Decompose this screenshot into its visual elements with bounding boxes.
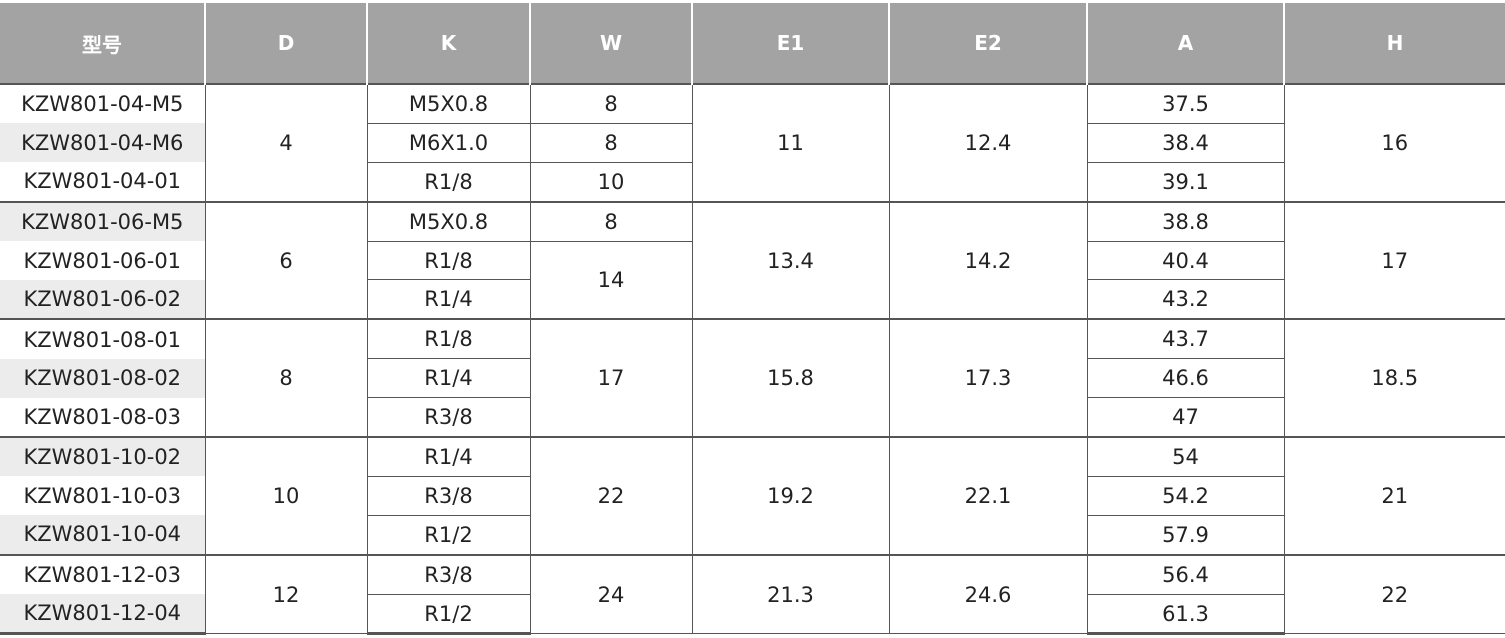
k-cell: R1/4: [366, 358, 531, 399]
h-cell: 22: [1283, 553, 1505, 635]
k-cell: R1/8: [366, 318, 531, 360]
a-cell: 39.1: [1086, 161, 1284, 203]
table-row: KZW801-04-M6 M6X1.0 8 38.4: [0, 122, 1505, 163]
model-cell: KZW801-08-03: [0, 397, 206, 438]
a-cell: 38.4: [1086, 122, 1284, 163]
header-cell: E1: [691, 3, 889, 84]
a-cell: 37.5: [1086, 82, 1285, 124]
w-cell: 8: [529, 82, 693, 124]
k-cell: R1/8: [366, 161, 531, 203]
model-cell: KZW801-10-02: [0, 436, 206, 477]
h-cell: 21: [1283, 436, 1505, 556]
table-body: KZW801-04-M5 4 M5X0.8 8 11 12.4 37.5 16 KZW801-0…: [0, 82, 1505, 636]
model-cell: KZW801-10-03: [0, 476, 206, 516]
d-cell: 12: [204, 553, 368, 635]
model-cell: KZW801-12-04: [0, 594, 206, 636]
table-row: KZW801-06-02 R1/4 43.2: [0, 279, 1505, 320]
a-cell: 43.2: [1086, 279, 1284, 320]
table-row: KZW801-10-02 10 R1/4 22 19.2 22.1 54 21: [0, 436, 1505, 556]
a-cell: 56.4: [1086, 553, 1285, 595]
w-cell: 8: [529, 200, 693, 242]
a-cell: 40.4: [1086, 240, 1284, 281]
model-cell: KZW801-04-M6: [0, 123, 206, 163]
w-cell: 8: [529, 122, 693, 163]
table-row: KZW801-04-M5 4 M5X0.8 8 11 12.4 37.5 16: [0, 82, 1505, 203]
header-cell: 型号: [0, 3, 205, 84]
e1-cell: 19.2: [691, 436, 890, 556]
k-cell: M6X1.0: [366, 122, 531, 163]
e2-cell: 22.1: [888, 436, 1088, 556]
d-cell: 10: [204, 436, 368, 556]
d-cell: 8: [204, 318, 368, 438]
k-cell: R3/8: [366, 475, 531, 516]
header-cell: K: [366, 3, 530, 84]
table-row: KZW801-06-01 R1/8 14 40.4: [0, 240, 1505, 320]
k-cell: M5X0.8: [366, 200, 531, 242]
table-row: KZW801-04-01 R1/8 10 39.1: [0, 161, 1505, 203]
k-cell: R1/2: [366, 514, 531, 556]
w-cell: 24: [529, 553, 693, 635]
h-cell: 16: [1283, 83, 1505, 203]
model-cell: KZW801-04-M5: [0, 82, 206, 124]
table-row: KZW801-10-04 R1/2 57.9: [0, 514, 1505, 556]
a-cell: 47: [1086, 397, 1284, 438]
table-row: KZW801-06-M5 6 M5X0.8 8 13.4 14.2 38.8 17: [0, 200, 1505, 320]
header-row: 型号 D K W E1 E2 A H: [0, 3, 1505, 84]
k-cell: R1/4: [366, 436, 531, 477]
table-row: KZW801-12-03 12 R3/8 24 21.3 24.6 56.4 22: [0, 553, 1505, 635]
k-cell: R3/8: [366, 553, 531, 595]
e2-cell: 17.3: [888, 318, 1088, 438]
a-cell: 57.9: [1086, 514, 1284, 556]
k-cell: R1/2: [366, 593, 531, 636]
header-cell: W: [529, 3, 692, 84]
table-row: KZW801-12-04 R1/2 61.3: [0, 593, 1505, 636]
w-cell: 22: [529, 436, 693, 556]
e1-cell: 11: [691, 83, 890, 203]
header-cell: D: [204, 3, 367, 84]
a-cell: 54.2: [1086, 475, 1284, 516]
header-cell: A: [1086, 3, 1284, 84]
k-cell: R3/8: [366, 397, 531, 438]
header-cell: E2: [888, 3, 1087, 84]
h-cell: 18.5: [1283, 318, 1505, 438]
e1-cell: 15.8: [691, 318, 890, 438]
k-cell: M5X0.8: [366, 82, 531, 124]
k-cell: R1/4: [366, 279, 531, 320]
e2-cell: 14.2: [888, 200, 1088, 320]
model-cell: KZW801-10-04: [0, 515, 206, 555]
table-row: KZW801-08-03 R3/8 47: [0, 397, 1505, 438]
model-cell: KZW801-06-M5: [0, 200, 206, 242]
e2-cell: 24.6: [888, 553, 1088, 635]
w-cell: 14: [529, 240, 693, 320]
e2-cell: 12.4: [888, 83, 1088, 203]
k-cell: R1/8: [366, 240, 531, 281]
model-cell: KZW801-06-01: [0, 241, 206, 280]
a-cell: 46.6: [1086, 358, 1284, 399]
table-row: KZW801-10-03 R3/8 54.2: [0, 475, 1505, 516]
h-cell: 17: [1283, 200, 1505, 320]
spec-table: 型号 D K W E1 E2 A H KZW801-04-M5 4 M5X0.8 8 11 12.4 37…: [0, 3, 1505, 636]
e1-cell: 13.4: [691, 200, 890, 320]
a-cell: 54: [1086, 436, 1285, 477]
a-cell: 43.7: [1086, 318, 1285, 360]
model-cell: KZW801-08-01: [0, 318, 206, 359]
model-cell: KZW801-08-02: [0, 358, 206, 398]
a-cell: 38.8: [1086, 200, 1285, 242]
model-cell: KZW801-06-02: [0, 279, 206, 320]
e1-cell: 21.3: [691, 553, 890, 635]
w-cell: 10: [529, 161, 693, 203]
table-row: KZW801-08-01 8 R1/8 17 15.8 17.3 43.7 18.5: [0, 318, 1505, 438]
d-cell: 6: [204, 200, 368, 320]
header-cell: H: [1283, 3, 1505, 84]
d-cell: 4: [204, 83, 368, 203]
w-cell: 17: [529, 318, 693, 438]
a-cell: 61.3: [1086, 593, 1284, 636]
model-cell: KZW801-12-03: [0, 553, 206, 595]
model-cell: KZW801-04-01: [0, 162, 206, 202]
